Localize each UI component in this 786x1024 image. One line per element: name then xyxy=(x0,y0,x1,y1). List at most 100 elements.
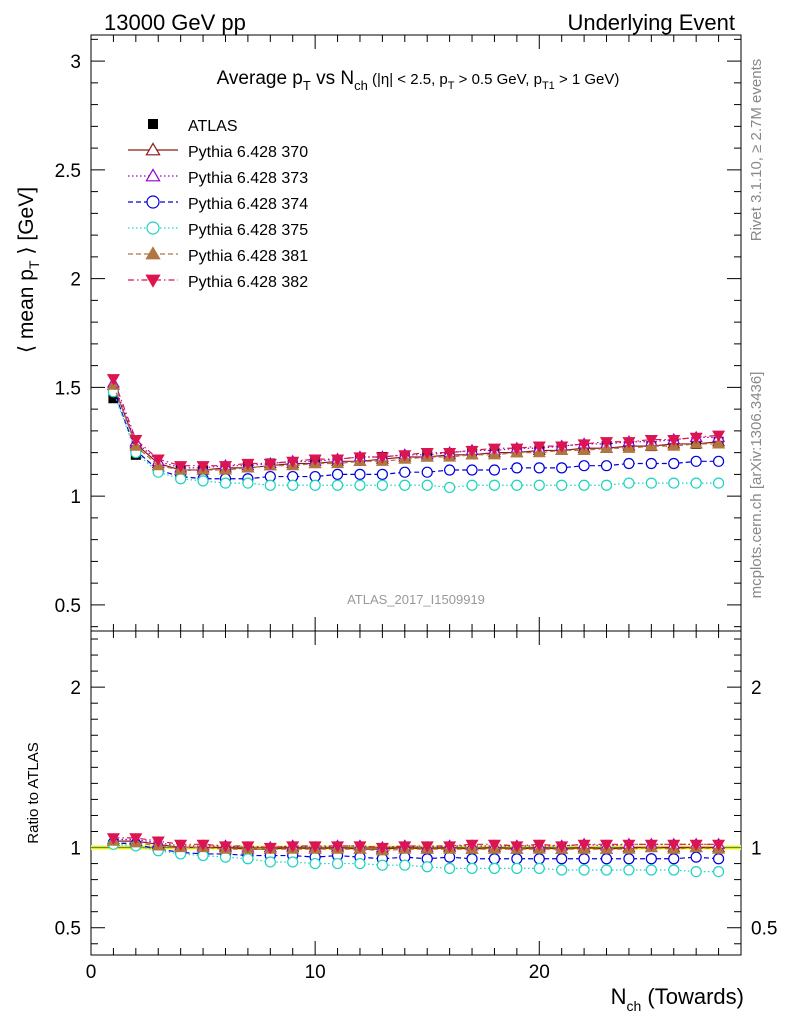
ratio-point xyxy=(106,833,120,845)
main-point xyxy=(488,464,501,476)
legend-entry-pythia-6-428-381: Pythia 6.428 381 xyxy=(128,246,308,265)
main-point xyxy=(420,448,434,460)
main-point xyxy=(106,374,120,386)
x-tick-label: 10 xyxy=(305,962,326,983)
ratio-y-tick-label: 0.5 xyxy=(55,919,81,940)
main-point xyxy=(331,454,345,466)
ratio-point xyxy=(308,841,322,853)
main-point xyxy=(196,461,210,473)
ratio-point xyxy=(375,842,389,855)
main-point xyxy=(712,455,725,467)
ratio-point xyxy=(645,853,657,865)
ratio-point xyxy=(532,839,546,852)
ratio-point xyxy=(667,839,681,852)
ratio-line-pythia-6-428-373 xyxy=(113,838,719,849)
ratio-point xyxy=(196,839,210,852)
ratio-point xyxy=(533,862,545,874)
main-point xyxy=(578,479,590,491)
main-point xyxy=(287,479,299,491)
main-point xyxy=(533,479,545,491)
header-right: Underlying Event xyxy=(567,10,735,35)
main-point xyxy=(354,468,366,480)
main-y-tick-label: 3 xyxy=(70,52,81,73)
ratio-line-pythia-6-428-370 xyxy=(113,840,719,850)
main-point xyxy=(376,468,388,480)
ratio-y-tick-label-right: 0.5 xyxy=(751,919,777,940)
ratio-point xyxy=(690,865,702,878)
ratio-point xyxy=(623,864,635,876)
ratio-point xyxy=(511,862,523,874)
ratio-y-tick-label-right: 2 xyxy=(751,678,762,699)
legend-marker xyxy=(145,246,161,260)
ratio-point xyxy=(287,856,299,868)
ratio-point xyxy=(465,839,479,852)
ratio-point xyxy=(668,864,680,876)
main-point xyxy=(533,462,545,474)
main-point xyxy=(354,479,366,491)
main-point xyxy=(600,460,613,472)
main-line-pythia-6-428-381 xyxy=(112,384,719,471)
x-tick-label: 0 xyxy=(86,962,97,983)
ratio-point xyxy=(487,839,501,852)
axes-layer: 0 10 20 0.5 1 1.5 2 2.5 3 0.5 0.5 1 1 2 2 xyxy=(55,35,777,983)
main-point xyxy=(286,456,300,469)
main-point xyxy=(465,445,479,458)
legend-entry-pythia-6-428-382: Pythia 6.428 382 xyxy=(128,274,308,291)
ratio-point xyxy=(443,841,457,853)
ratio-point xyxy=(354,857,366,870)
main-line-pythia-6-428-370 xyxy=(112,384,719,471)
main-point xyxy=(175,473,187,485)
legend-marker xyxy=(145,142,161,156)
mcplots-label: mcplots.cern.ch [arXiv:1306.3436] xyxy=(748,372,765,599)
main-point xyxy=(511,479,523,491)
main-point xyxy=(375,452,389,464)
ratio-point xyxy=(264,856,276,868)
ratio-point xyxy=(622,839,636,852)
main-point xyxy=(667,434,681,447)
legend-label: Pythia 6.428 373 xyxy=(188,170,308,187)
main-point xyxy=(645,457,657,470)
ratio-y-axis-label: Ratio to ATLAS xyxy=(25,742,42,843)
legend-label: Pythia 6.428 374 xyxy=(188,196,308,213)
ratio-point xyxy=(623,853,635,865)
ratio-point xyxy=(241,841,255,853)
main-point xyxy=(421,466,433,478)
main-point xyxy=(174,461,188,473)
rivet-label: Rivet 3.1.10, ≥ 2.7M events xyxy=(748,59,765,242)
ratio-point xyxy=(398,841,412,853)
ratio-point xyxy=(466,862,478,874)
main-point xyxy=(690,477,702,489)
main-point xyxy=(444,464,456,476)
main-y-tick-label: 0.5 xyxy=(55,596,81,617)
ratio-line-pythia-6-428-381 xyxy=(113,840,719,852)
main-point xyxy=(218,461,233,473)
main-y-tick-label: 2.5 xyxy=(55,161,81,182)
ratio-point xyxy=(376,859,388,871)
main-point xyxy=(488,479,501,491)
legend-marker xyxy=(146,195,160,209)
main-y-tick-label: 1 xyxy=(70,487,81,508)
main-point xyxy=(645,477,657,489)
ratio-point xyxy=(151,836,165,848)
x-axis-label: Nch (Towards) xyxy=(611,984,744,1014)
legend-marker xyxy=(145,168,161,182)
ratio-point xyxy=(421,861,433,873)
legend-marker xyxy=(148,119,158,129)
ratio-point xyxy=(510,841,524,853)
legend-entry-atlas: ATLAS xyxy=(148,118,238,135)
ratio-point xyxy=(286,841,300,853)
main-point xyxy=(421,479,433,491)
ratio-point xyxy=(420,841,434,853)
main-point xyxy=(444,481,456,494)
main-point xyxy=(197,475,209,487)
main-point xyxy=(151,454,165,466)
main-point xyxy=(219,477,232,489)
main-point xyxy=(511,462,523,474)
main-series-pythia-6-428-382 xyxy=(106,374,726,473)
main-point xyxy=(353,452,367,464)
ratio-point xyxy=(488,862,501,874)
main-point xyxy=(331,468,344,480)
main-point xyxy=(623,477,635,489)
legend-marker xyxy=(145,274,161,288)
main-point xyxy=(241,458,255,471)
